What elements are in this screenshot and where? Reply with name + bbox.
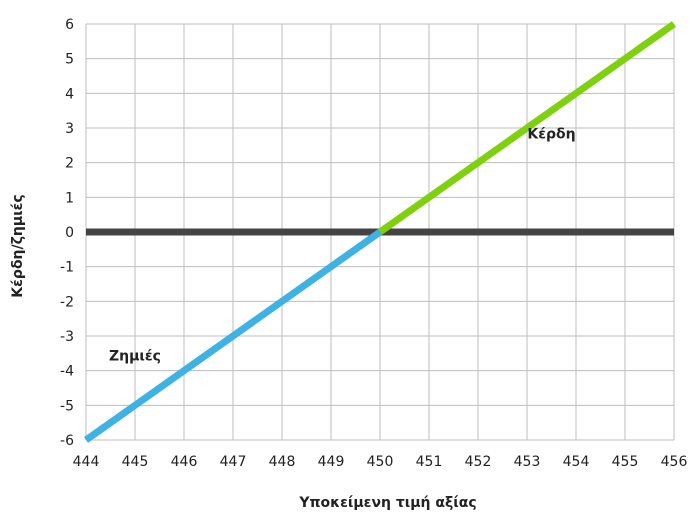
- x-tick-label: 451: [416, 454, 443, 470]
- loss-annotation: Ζημιές: [109, 348, 161, 364]
- y-tick-label: 0: [65, 225, 74, 241]
- y-axis-title: Κέρδη/ζημιές: [10, 194, 26, 297]
- x-tick-label: 447: [220, 454, 247, 470]
- x-tick-label: 444: [73, 454, 100, 470]
- y-tick-label: 6: [65, 17, 74, 33]
- tick-labels: 6 5 4 3 2 1 0 -1 -2 -3 -4 -5 -6 444 445 446 447 448 449 450…: [60, 17, 687, 470]
- x-tick-label: 456: [661, 454, 688, 470]
- x-tick-label: 455: [612, 454, 639, 470]
- x-tick-label: 445: [122, 454, 149, 470]
- loss-line: [83, 229, 383, 443]
- x-tick-label: 452: [465, 454, 492, 470]
- y-tick-label: -3: [60, 329, 74, 345]
- y-tick-label: -1: [60, 260, 74, 276]
- y-tick-label: 4: [65, 86, 74, 102]
- x-tick-label: 449: [318, 454, 345, 470]
- annotations: Κέρδη Ζημιές: [109, 126, 576, 364]
- y-tick-label: -2: [60, 294, 74, 310]
- x-tick-label: 454: [563, 454, 590, 470]
- x-axis-title: Υποκείμενη τιμή αξίας: [298, 495, 476, 511]
- y-tick-label: 1: [65, 190, 74, 206]
- y-tick-label: 3: [65, 121, 74, 137]
- profit-line: [377, 21, 677, 235]
- x-tick-label: 446: [171, 454, 198, 470]
- y-tick-label: -6: [60, 433, 74, 449]
- y-tick-label: -5: [60, 398, 74, 414]
- x-tick-label: 450: [367, 454, 394, 470]
- y-tick-label: 5: [65, 52, 74, 68]
- y-tick-label: -4: [60, 364, 74, 380]
- y-tick-label: 2: [65, 156, 74, 172]
- x-tick-label: 448: [269, 454, 296, 470]
- series-lines: [83, 21, 677, 443]
- x-tick-label: 453: [514, 454, 541, 470]
- profit-annotation: Κέρδη: [527, 126, 575, 142]
